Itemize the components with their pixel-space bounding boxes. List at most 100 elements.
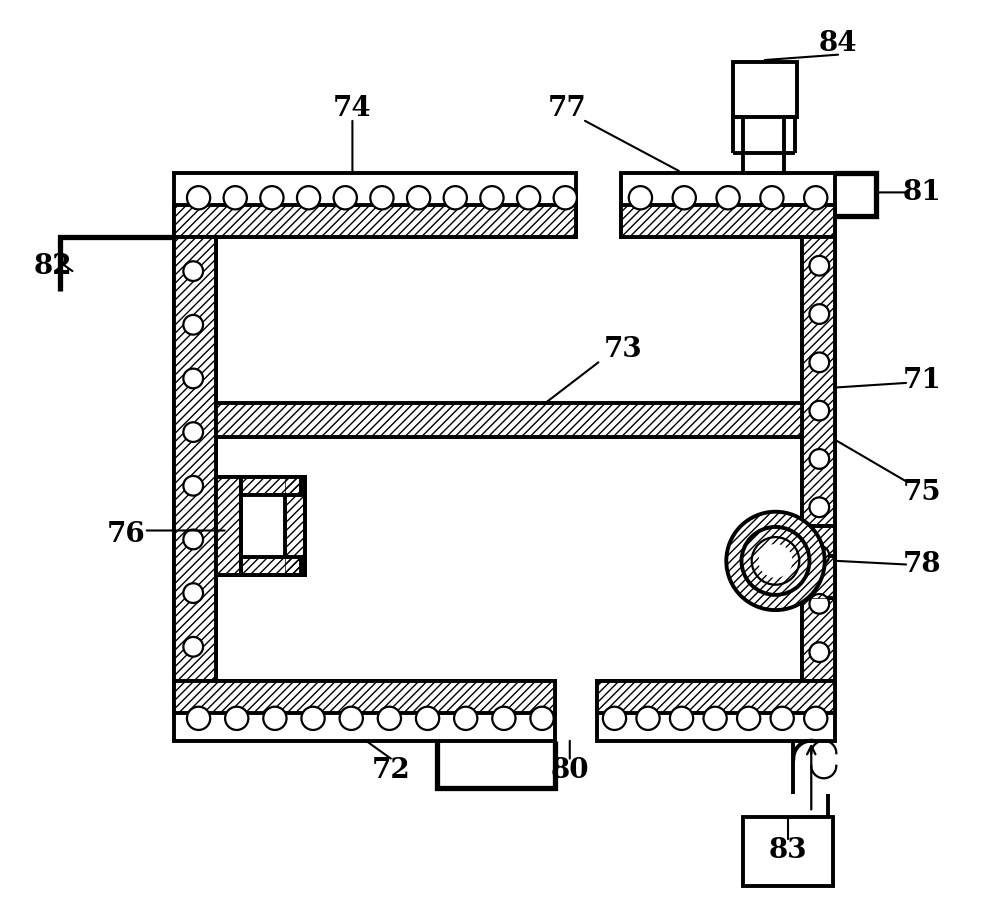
Circle shape [183,315,203,335]
Circle shape [492,706,516,730]
Circle shape [183,637,203,657]
Bar [285,477,305,575]
Bar [216,403,802,436]
Bar [216,477,241,575]
Bar [216,477,241,575]
Bar [174,680,555,713]
Circle shape [760,186,784,210]
Circle shape [378,706,401,730]
Bar [174,237,216,680]
Text: 76: 76 [107,521,145,548]
Circle shape [603,706,626,730]
Bar [597,680,835,713]
Circle shape [454,706,477,730]
Circle shape [225,706,248,730]
Text: 81: 81 [903,179,941,206]
Text: 73: 73 [604,337,643,364]
Circle shape [407,186,430,210]
Circle shape [629,186,652,210]
Bar [793,526,835,556]
Text: 83: 83 [769,837,807,864]
Circle shape [224,186,247,210]
Bar [174,237,216,680]
Bar [802,237,835,680]
Bar [241,477,305,575]
Text: 75: 75 [903,480,941,507]
Bar [174,680,555,713]
Bar [733,62,797,117]
Bar [621,205,835,237]
Circle shape [444,186,467,210]
Bar [802,237,835,680]
Circle shape [758,544,792,578]
Bar [621,173,835,237]
Circle shape [742,526,809,595]
Circle shape [183,583,203,603]
Text: 77: 77 [548,94,586,122]
Bar [241,493,248,559]
Circle shape [716,186,740,210]
Circle shape [334,186,357,210]
Bar [597,680,835,741]
Bar [802,237,835,680]
Circle shape [480,186,504,210]
Circle shape [554,186,577,210]
Circle shape [809,256,829,275]
Circle shape [530,706,554,730]
Bar [793,526,835,598]
Circle shape [771,706,794,730]
Circle shape [804,186,827,210]
Text: 74: 74 [333,94,372,122]
Circle shape [809,498,829,518]
Circle shape [187,186,210,210]
Bar [285,477,305,575]
Bar [216,403,802,436]
Circle shape [340,706,363,730]
Circle shape [183,422,203,442]
Circle shape [809,400,829,420]
Text: 78: 78 [903,551,941,578]
Circle shape [370,186,394,210]
Bar [174,205,576,237]
Circle shape [804,706,827,730]
Circle shape [670,706,693,730]
Circle shape [726,512,825,610]
Circle shape [183,369,203,388]
Circle shape [809,353,829,373]
Text: 84: 84 [819,30,857,57]
Circle shape [737,706,760,730]
Circle shape [636,706,660,730]
Bar [216,403,802,436]
Bar [241,557,301,575]
Circle shape [703,706,727,730]
Bar [597,680,835,713]
Text: 71: 71 [903,366,942,393]
Bar [743,816,833,886]
Circle shape [673,186,696,210]
Bar [621,205,835,237]
Circle shape [263,706,287,730]
Circle shape [809,594,829,614]
Circle shape [809,449,829,469]
Text: 72: 72 [372,757,410,784]
Circle shape [297,186,320,210]
Circle shape [260,186,284,210]
Circle shape [183,261,203,281]
Circle shape [187,706,210,730]
Circle shape [301,706,325,730]
Circle shape [809,304,829,324]
Bar [793,556,835,598]
Bar [793,556,835,598]
Circle shape [416,706,439,730]
Bar [241,477,301,495]
Bar [174,173,576,237]
Bar [241,557,301,575]
Circle shape [809,545,829,565]
Circle shape [809,643,829,662]
Circle shape [183,476,203,496]
Bar [793,526,835,556]
Text: 80: 80 [551,757,589,784]
Bar [241,495,285,557]
Circle shape [183,529,203,549]
Circle shape [517,186,540,210]
